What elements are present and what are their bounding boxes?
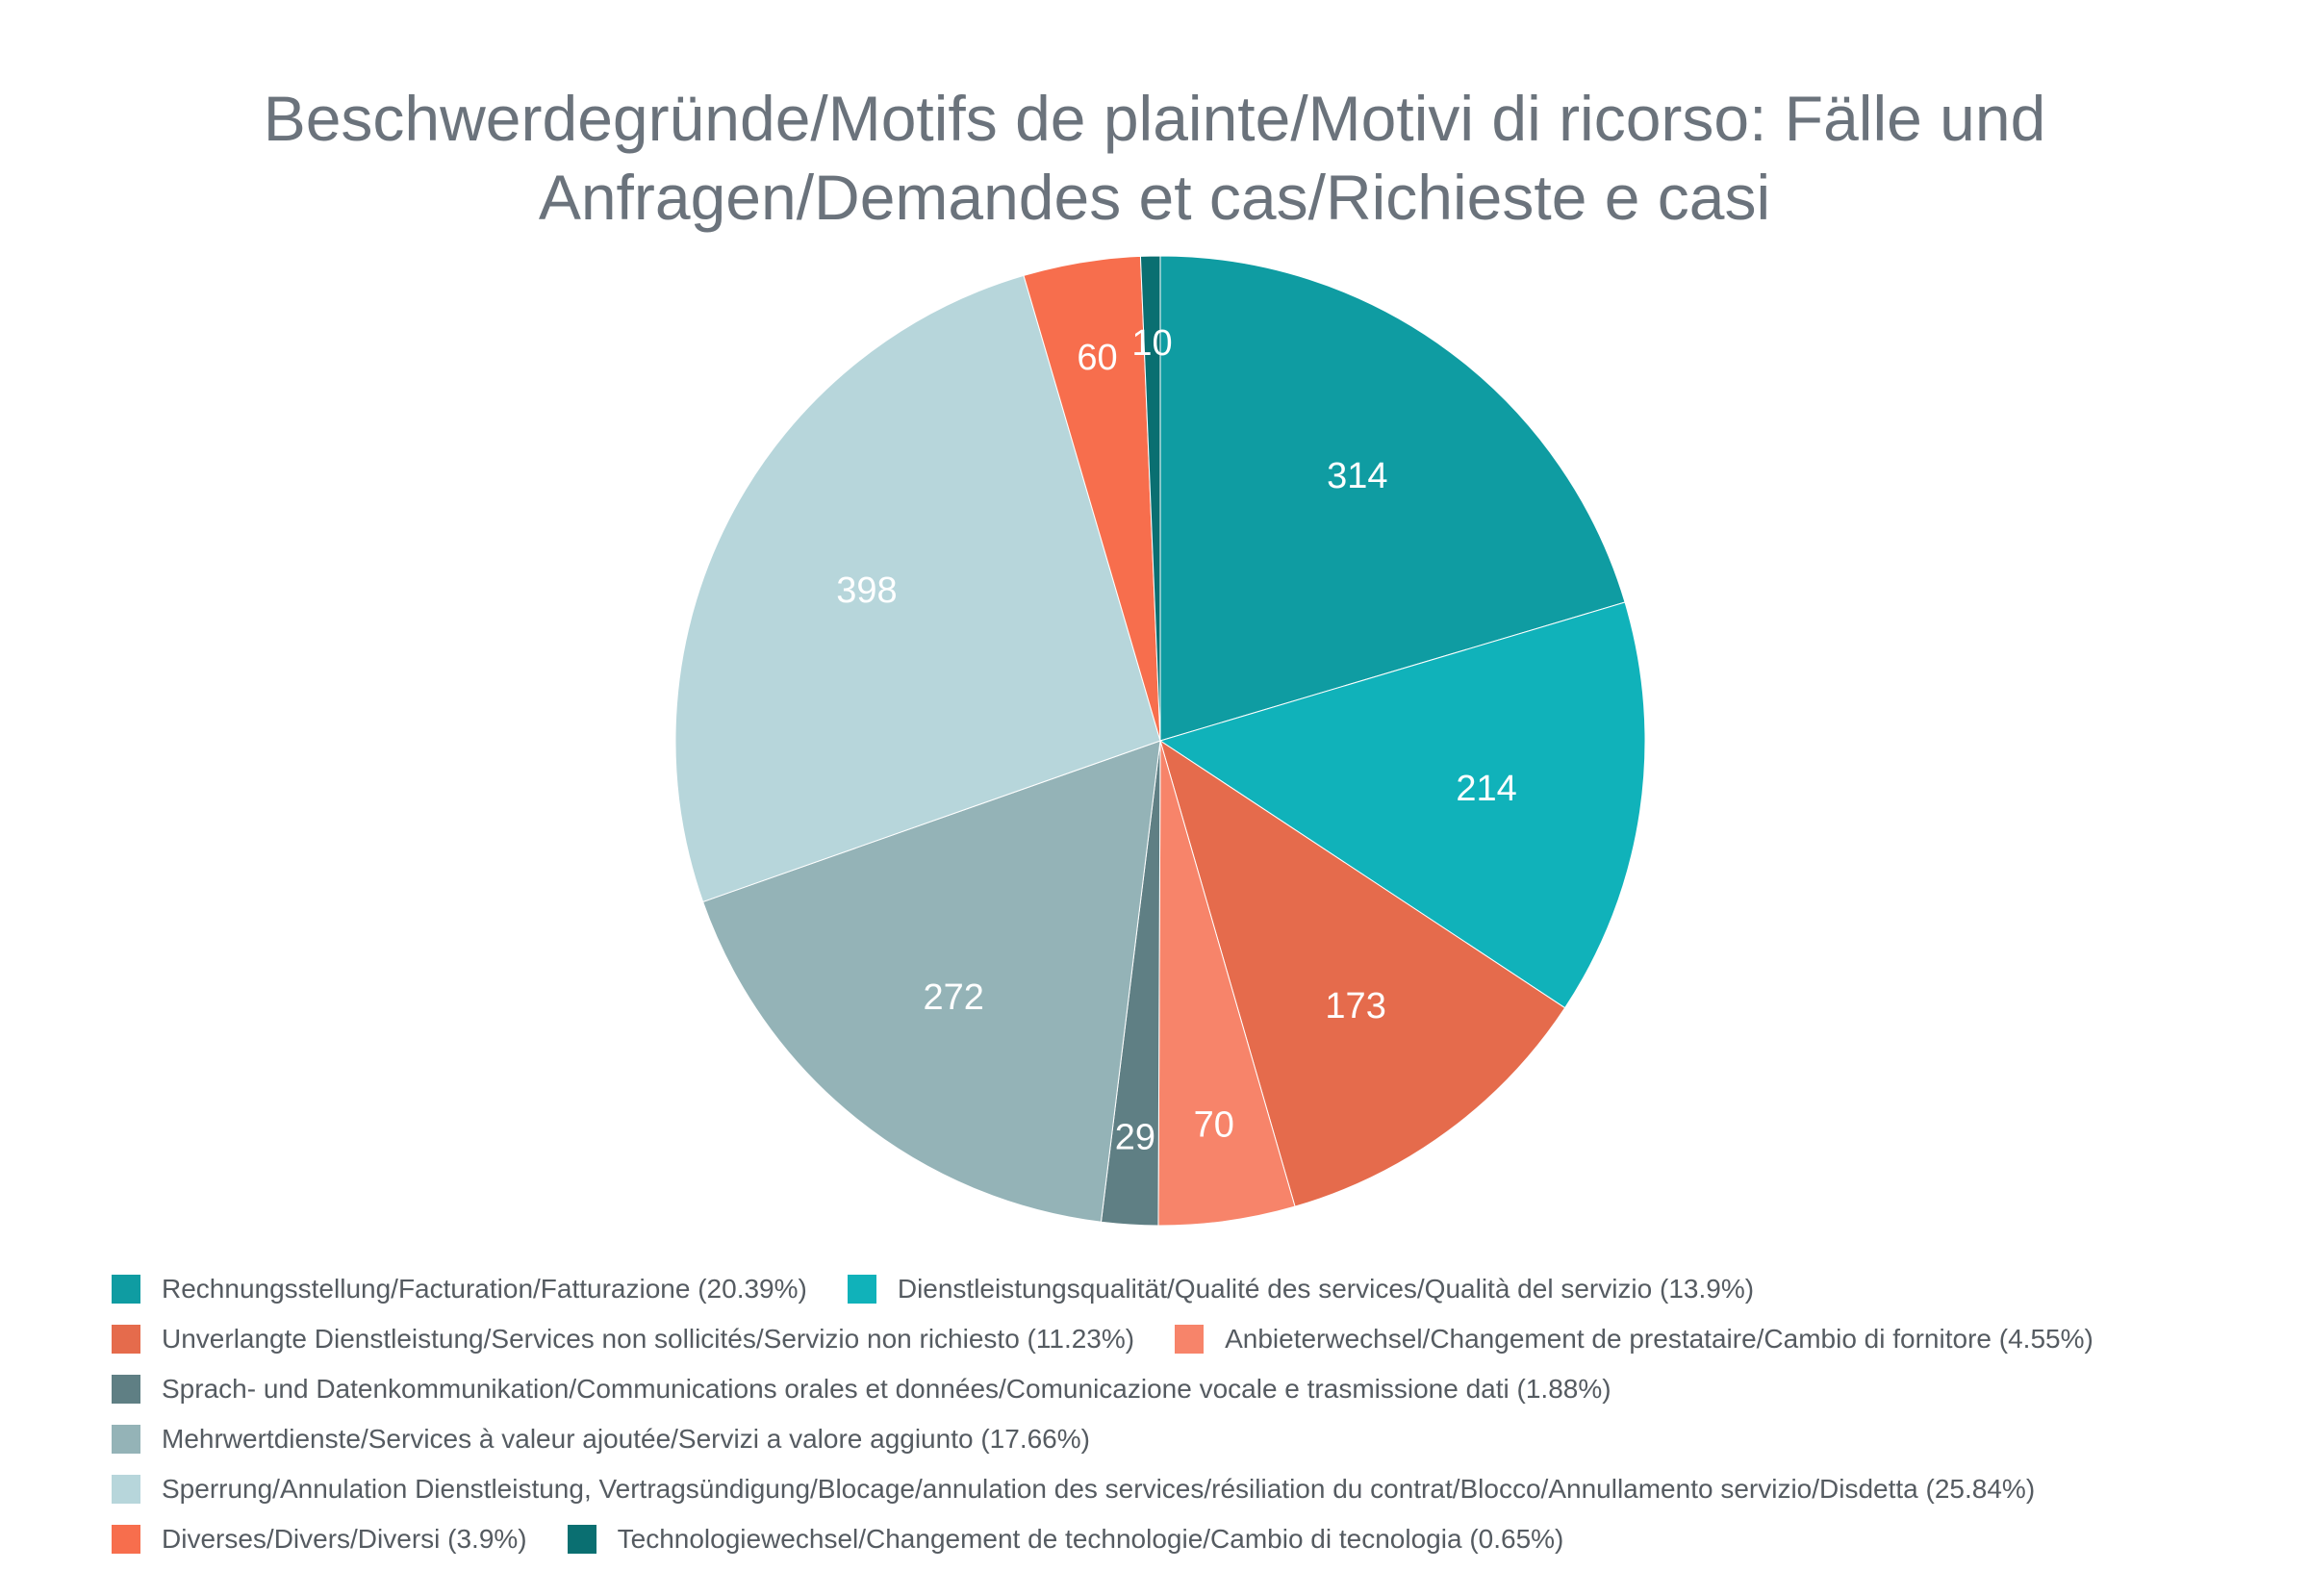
pie-value-label-6: 272 bbox=[924, 977, 984, 1018]
legend-swatch bbox=[112, 1325, 140, 1354]
legend-swatch bbox=[112, 1475, 140, 1504]
legend-percent: (1.88%) bbox=[1516, 1374, 1611, 1404]
legend-spacer bbox=[1020, 1324, 1028, 1355]
legend-item-1[interactable]: Rechnungsstellung/Facturation/Fatturazio… bbox=[112, 1274, 807, 1305]
legend-label: Sprach- und Datenkommunikation/Communica… bbox=[162, 1374, 1510, 1404]
legend-percent: (25.84%) bbox=[1925, 1474, 2036, 1504]
legend-spacer bbox=[1462, 1524, 1470, 1555]
legend-percent: (20.39%) bbox=[698, 1274, 807, 1304]
pie-value-label-2: 214 bbox=[1456, 769, 1516, 809]
legend-swatch bbox=[112, 1525, 140, 1554]
pie-value-label-8: 60 bbox=[1077, 338, 1117, 378]
legend-label: Sperrung/Annulation Dienstleistung, Vert… bbox=[162, 1474, 1918, 1504]
legend-item-8[interactable]: Diverses/Divers/Diversi (3.9%) bbox=[112, 1524, 527, 1555]
pie-slice-9 bbox=[1139, 255, 1161, 742]
legend-label: Anbieterwechsel/Changement de prestatair… bbox=[1225, 1324, 1992, 1354]
legend-percent: (17.66%) bbox=[980, 1424, 1090, 1454]
pie-value-label-1: 314 bbox=[1327, 456, 1387, 496]
legend-swatch bbox=[112, 1375, 140, 1404]
legend-label: Diverses/Divers/Diversi bbox=[162, 1524, 441, 1554]
legend-row: Mehrwertdienste/Services à valeur ajouté… bbox=[112, 1414, 2276, 1464]
chart-legend: Rechnungsstellung/Facturation/Fatturazio… bbox=[112, 1264, 2276, 1564]
legend-label: Dienstleistungsqualität/Qualité des serv… bbox=[897, 1274, 1653, 1304]
pie-slice-6 bbox=[701, 740, 1161, 1223]
legend-item-9[interactable]: Technologiewechsel/Changement de technol… bbox=[567, 1524, 1564, 1555]
legend-percent: (13.9%) bbox=[1660, 1274, 1755, 1304]
legend-swatch bbox=[1175, 1325, 1205, 1354]
legend-spacer bbox=[690, 1274, 698, 1305]
legend-label: Unverlangte Dienstleistung/Services non … bbox=[162, 1324, 1020, 1354]
legend-spacer bbox=[1918, 1474, 1926, 1505]
legend-row: Sprach- und Datenkommunikation/Communica… bbox=[112, 1364, 2276, 1414]
pie-value-label-9: 10 bbox=[1131, 323, 1172, 364]
legend-spacer bbox=[440, 1524, 447, 1555]
pie-value-label-3: 173 bbox=[1325, 986, 1385, 1026]
legend-row: Rechnungsstellung/Facturation/Fatturazio… bbox=[112, 1264, 2276, 1314]
legend-row: Diverses/Divers/Diversi (3.9%) Technologi… bbox=[112, 1514, 2276, 1564]
legend-item-7[interactable]: Sperrung/Annulation Dienstleistung, Vert… bbox=[112, 1474, 2035, 1505]
chart-title-line-1: Beschwerdegründe/Motifs de plainte/Motiv… bbox=[263, 83, 2046, 155]
legend-spacer bbox=[1510, 1374, 1517, 1405]
pie-slice-2 bbox=[1158, 601, 1646, 1009]
legend-item-4[interactable]: Anbieterwechsel/Changement de prestatair… bbox=[1175, 1324, 2093, 1355]
legend-label: Mehrwertdienste/Services à valeur ajouté… bbox=[162, 1424, 974, 1454]
legend-item-5[interactable]: Sprach- und Datenkommunikation/Communica… bbox=[112, 1374, 1611, 1405]
pie-value-labels: 314 214 173 70 29 272 398 60 10 bbox=[836, 323, 1516, 1158]
legend-item-6[interactable]: Mehrwertdienste/Services à valeur ajouté… bbox=[112, 1424, 1090, 1455]
legend-percent: (11.23%) bbox=[1027, 1324, 1135, 1354]
legend-percent: (4.55%) bbox=[1998, 1324, 2093, 1354]
legend-spacer bbox=[1652, 1274, 1660, 1305]
chart-title: Beschwerdegründe/Motifs de plainte/Motiv… bbox=[0, 79, 2309, 237]
pie-value-label-7: 398 bbox=[836, 570, 897, 611]
legend-swatch bbox=[112, 1425, 140, 1454]
pie-value-label-4: 70 bbox=[1194, 1104, 1234, 1145]
legend-row: Sperrung/Annulation Dienstleistung, Vert… bbox=[112, 1464, 2276, 1514]
legend-swatch bbox=[112, 1275, 140, 1304]
legend-label: Rechnungsstellung/Facturation/Fatturazio… bbox=[162, 1274, 691, 1304]
legend-percent: (0.65%) bbox=[1469, 1524, 1564, 1554]
legend-row: Unverlangte Dienstleistung/Services non … bbox=[112, 1314, 2276, 1364]
legend-swatch bbox=[567, 1525, 596, 1554]
legend-percent: (3.9%) bbox=[447, 1524, 527, 1554]
legend-item-2[interactable]: Dienstleistungsqualität/Qualité des serv… bbox=[847, 1274, 1755, 1305]
legend-spacer bbox=[974, 1424, 981, 1455]
chart-title-line-2: Anfragen/Demandes et cas/Richieste e cas… bbox=[538, 162, 1771, 234]
pie-slice-7 bbox=[674, 274, 1161, 903]
pie-slices bbox=[674, 255, 1646, 1227]
pie-value-label-5: 29 bbox=[1115, 1117, 1155, 1157]
legend-spacer bbox=[1992, 1324, 1999, 1355]
legend-swatch bbox=[847, 1275, 876, 1304]
pie-slice-1 bbox=[1159, 255, 1626, 742]
legend-item-3[interactable]: Unverlangte Dienstleistung/Services non … bbox=[112, 1324, 1134, 1355]
legend-label: Technologiewechsel/Changement de technol… bbox=[617, 1524, 1462, 1554]
